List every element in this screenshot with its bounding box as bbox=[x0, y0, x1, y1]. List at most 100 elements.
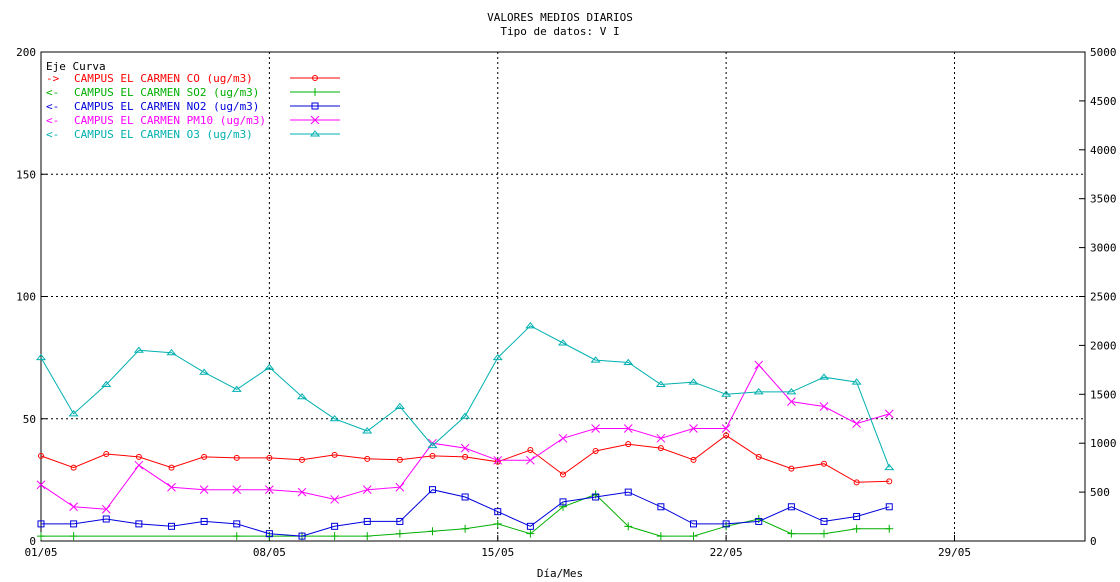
legend-label: CAMPUS EL CARMEN NO2 (ug/m3) bbox=[74, 100, 259, 113]
data-point bbox=[103, 450, 110, 457]
data-point bbox=[199, 368, 210, 375]
data-point bbox=[527, 447, 534, 454]
legend-header: Eje Curva bbox=[46, 60, 106, 73]
data-point bbox=[657, 503, 665, 511]
data-point bbox=[133, 346, 144, 353]
data-point bbox=[428, 527, 437, 536]
data-point bbox=[264, 363, 275, 370]
data-point bbox=[309, 130, 321, 137]
y2-tick-label: 2500 bbox=[1090, 291, 1117, 304]
data-point bbox=[134, 460, 144, 470]
data-point bbox=[200, 517, 208, 525]
x-tick-label: 01/05 bbox=[24, 546, 57, 559]
data-point bbox=[525, 322, 536, 329]
data-point bbox=[558, 433, 568, 443]
data-point bbox=[168, 522, 175, 530]
data-point bbox=[329, 414, 340, 422]
data-point bbox=[232, 532, 241, 541]
data-point bbox=[37, 520, 45, 528]
series-line bbox=[40, 325, 890, 468]
data-point bbox=[885, 524, 894, 533]
data-point bbox=[135, 453, 142, 460]
data-point bbox=[493, 519, 502, 528]
series-layer bbox=[35, 322, 895, 541]
y2-tick-label: 3000 bbox=[1090, 242, 1117, 255]
data-point bbox=[753, 388, 764, 395]
data-point bbox=[755, 453, 762, 460]
series-line bbox=[40, 434, 890, 483]
data-point bbox=[656, 433, 666, 443]
data-point bbox=[395, 482, 405, 492]
y2-tick-label: 2000 bbox=[1090, 339, 1117, 352]
data-point bbox=[35, 353, 47, 361]
data-point bbox=[396, 456, 403, 463]
data-point bbox=[624, 488, 632, 496]
y-tick-label: 50 bbox=[23, 413, 36, 426]
legend: Eje Curva -> CAMPUS EL CARMEN CO (ug/m3) <… bbox=[46, 60, 340, 141]
data-point bbox=[69, 502, 78, 512]
data-point bbox=[559, 502, 567, 511]
y-tick-label: 200 bbox=[16, 46, 36, 59]
legend-axis-marker: <- bbox=[46, 114, 59, 127]
y2-tick-label: 4500 bbox=[1090, 95, 1117, 108]
data-point bbox=[135, 520, 143, 528]
x-axis-label: Día/Mes bbox=[537, 567, 583, 580]
grid bbox=[41, 52, 1085, 541]
data-point bbox=[721, 390, 732, 397]
data-point bbox=[68, 410, 79, 417]
data-point bbox=[362, 427, 373, 434]
data-point bbox=[656, 532, 665, 541]
data-point bbox=[70, 464, 77, 471]
legend-axis-marker: -> bbox=[46, 72, 60, 85]
data-point bbox=[886, 478, 893, 485]
data-point bbox=[36, 480, 46, 490]
data-point bbox=[69, 532, 78, 541]
data-point bbox=[788, 465, 795, 472]
x-tick-label: 29/05 bbox=[938, 546, 971, 559]
series-line bbox=[41, 489, 890, 537]
data-point bbox=[623, 424, 633, 433]
data-point bbox=[723, 432, 730, 439]
data-point bbox=[102, 515, 110, 523]
data-point bbox=[852, 419, 861, 428]
data-point bbox=[787, 503, 795, 511]
data-point bbox=[101, 504, 111, 514]
legend-label: CAMPUS EL CARMEN CO (ug/m3) bbox=[74, 72, 253, 85]
legend-label: CAMPUS EL CARMEN O3 (ug/m3) bbox=[74, 128, 253, 141]
data-point bbox=[853, 513, 861, 521]
data-point bbox=[312, 75, 318, 81]
data-point bbox=[786, 388, 797, 395]
data-point bbox=[199, 485, 209, 495]
data-point bbox=[494, 508, 502, 516]
data-point bbox=[331, 451, 338, 458]
legend-axis-marker: <- bbox=[46, 86, 59, 99]
data-point bbox=[70, 520, 78, 528]
data-point bbox=[851, 378, 862, 385]
data-point bbox=[623, 358, 634, 366]
data-point bbox=[461, 493, 469, 501]
data-point bbox=[592, 448, 599, 455]
data-point bbox=[266, 454, 273, 461]
data-point bbox=[721, 424, 731, 433]
y-tick-label: 100 bbox=[16, 291, 36, 304]
data-point bbox=[299, 456, 305, 463]
data-point bbox=[310, 115, 320, 125]
series-1 bbox=[37, 490, 894, 541]
series-3 bbox=[36, 360, 894, 514]
data-point bbox=[590, 356, 601, 363]
data-point bbox=[168, 464, 175, 471]
data-point bbox=[624, 522, 633, 531]
legend-label: CAMPUS EL CARMEN SO2 (ug/m3) bbox=[74, 86, 259, 99]
data-point bbox=[296, 392, 308, 400]
data-point bbox=[689, 424, 698, 433]
data-point bbox=[885, 503, 893, 511]
y-tick-label: 150 bbox=[16, 168, 36, 181]
x-axis: 01/05 08/05 15/05 22/05 29/05 bbox=[24, 535, 971, 559]
data-point bbox=[688, 378, 699, 385]
legend-label: CAMPUS EL CARMEN PM10 (ug/m3) bbox=[74, 114, 266, 127]
data-point bbox=[298, 532, 306, 540]
data-point bbox=[655, 380, 666, 388]
y2-tick-label: 0 bbox=[1090, 535, 1097, 548]
data-point bbox=[884, 463, 895, 471]
data-point bbox=[364, 455, 371, 462]
